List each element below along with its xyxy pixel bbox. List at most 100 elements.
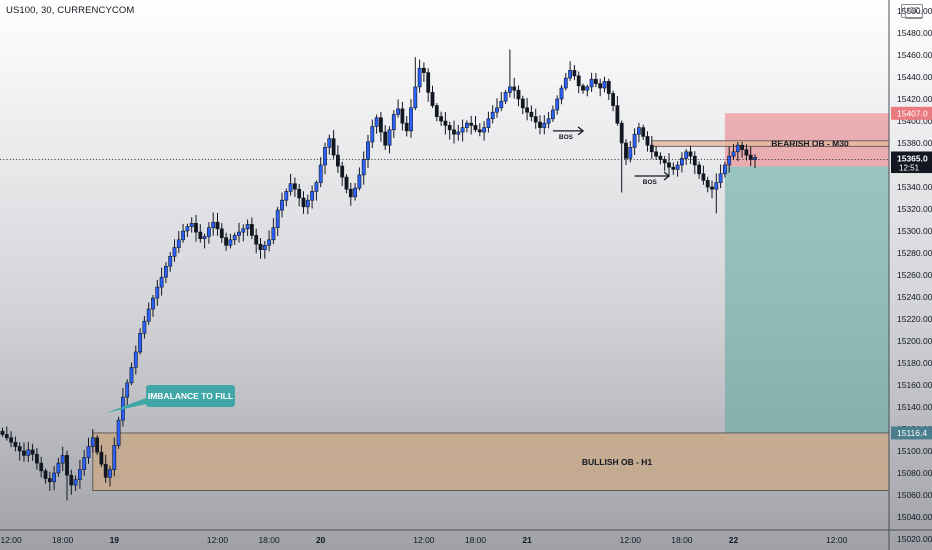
candle [568,61,573,81]
candle-body [731,151,736,157]
y-tick-label: 15040.00 [897,512,932,522]
x-tick-label: 21 [522,535,532,545]
candle [469,115,474,135]
candle [207,222,211,244]
candle [280,192,284,218]
candle [692,151,697,175]
candle-body [125,382,130,398]
candle [112,437,117,477]
candle [219,222,224,243]
candle [331,130,336,159]
candle [56,457,61,477]
candle [753,154,757,169]
x-tick-label: 18:00 [52,535,74,545]
candle-body [632,133,637,148]
candle-body [69,474,74,486]
candle-body [30,449,35,455]
candle-body [563,77,568,89]
candle [413,57,418,111]
candle-body [671,166,676,170]
candle-body [396,108,401,115]
x-tick-label: 18:00 [671,535,693,545]
candle-body [142,320,147,334]
candle [357,167,362,191]
candle-body [215,221,220,230]
candle [168,252,173,272]
candle-body [722,164,727,175]
candle-body [133,351,138,368]
candle-body [168,255,173,267]
candle [538,115,542,135]
candle [658,152,663,165]
price-label-bg [891,426,932,440]
candle-body [146,308,151,322]
candle [606,78,611,101]
candle-body [525,107,530,113]
callout-pointer [106,398,146,413]
candle-body [189,223,194,227]
bos-arrow-1: BOS [552,126,585,141]
candle-body [615,105,620,124]
candle [305,194,310,215]
candle [99,445,104,468]
candle-body [344,176,349,190]
candle-body [443,120,448,126]
y-tick-label: 15180.00 [897,358,932,368]
candle-body [323,147,327,166]
candle [611,90,616,112]
candle-body [520,98,525,109]
candle [73,475,78,491]
candle-body [490,111,495,120]
candle [34,448,39,470]
candle-body [138,332,143,353]
x-tick-label: 19 [110,535,120,545]
candle-body [641,127,646,137]
candle-body [262,245,267,251]
candle-body [181,230,186,241]
candle [486,111,491,133]
candle-body [593,78,598,84]
candle-body [155,286,160,299]
candle [434,103,439,122]
candle [301,191,306,214]
candle [516,85,521,107]
y-tick-label: 15380.00 [897,138,932,148]
candle [151,295,155,317]
candle [581,83,585,94]
candle [705,176,710,193]
candle [292,177,297,197]
candle-body [26,449,31,456]
candle [688,145,693,164]
candle [722,161,727,178]
currency-button[interactable]: USD [901,4,923,18]
candle [181,223,186,243]
candle-body [211,221,216,228]
stop-price-label: 15407.0 [891,106,932,120]
candle [464,120,469,133]
plot-area: BULLISH OB - H1 BEARISH OB - M30 BOS BOS IMB… [0,49,889,501]
candle-body [744,149,749,156]
candle [133,345,138,375]
candle-body [598,83,603,89]
price-label-text: 15407.0 [897,108,928,118]
candle-body [486,118,491,128]
candle [108,465,112,487]
candle [271,218,276,245]
candle [202,233,207,249]
x-tick-label: 12:00 [0,535,22,545]
candle-body [254,235,259,245]
candle-body [219,228,224,238]
candle-body [538,121,542,128]
candle-body [714,182,719,190]
candle [748,146,753,167]
candle-body [585,86,590,91]
candle-body [103,463,108,478]
candle [30,443,35,461]
candle-body [692,155,697,166]
candle [499,91,504,112]
candle-body [675,164,680,170]
price-label-bg [891,106,932,120]
candle [417,59,422,93]
candle [684,149,689,165]
